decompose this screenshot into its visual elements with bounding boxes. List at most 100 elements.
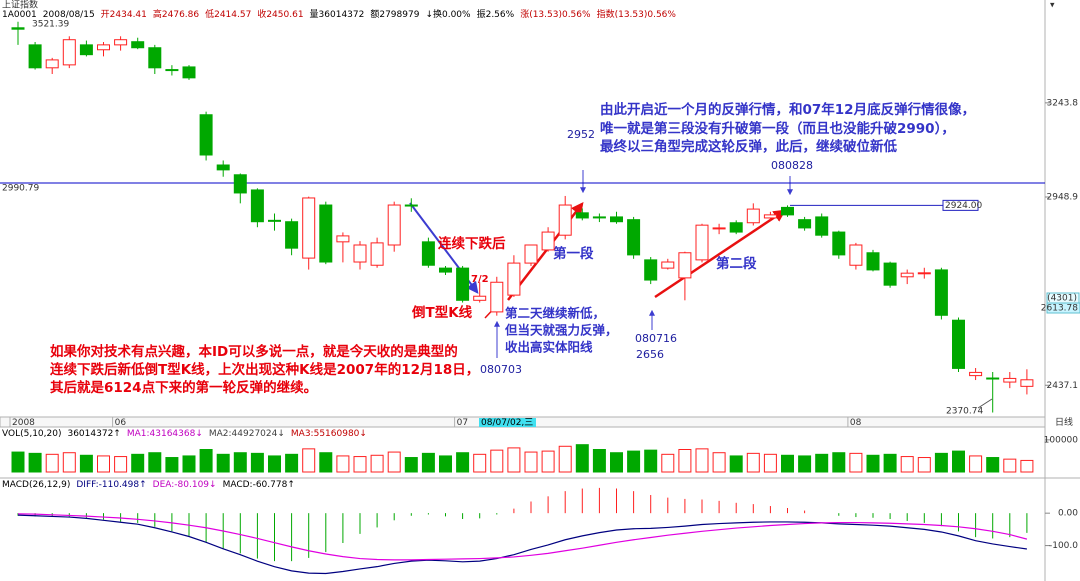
low-label: 2656 xyxy=(636,348,664,361)
annotation: 收出高实体阳线 xyxy=(505,340,593,355)
annotation: 第二天继续新低， xyxy=(505,306,605,321)
header-item: MA1:43164368↓ xyxy=(127,429,203,439)
candle-body xyxy=(114,39,128,46)
candle-body xyxy=(387,204,401,246)
volume-bar xyxy=(507,447,521,473)
panel-header: 1A0001 2008/08/15 开2434.41 高2476.86 低2414.57… xyxy=(2,8,676,20)
volume-bar xyxy=(695,448,709,473)
header-item: 额2798979 xyxy=(370,8,419,20)
cursor-date-box xyxy=(479,418,536,427)
header-item: DEA:-80.109↓ xyxy=(153,480,217,490)
commentary: 如果你对技术有点兴趣，本ID可以多说一点，就是今天收的是典型的 xyxy=(50,343,458,360)
candle-body xyxy=(900,272,914,278)
volume-bar xyxy=(268,455,281,473)
volume-bar xyxy=(849,452,863,473)
candle-body xyxy=(883,262,897,286)
high-label: 2924.00 xyxy=(945,201,982,211)
header-item: ↓换0.00% xyxy=(425,8,471,20)
x-tick-label: 06 xyxy=(115,418,127,428)
volume-bar xyxy=(302,448,316,473)
cursor-box xyxy=(1046,302,1080,314)
header-item: DIFF:-110.498↑ xyxy=(76,480,146,490)
header-item: MACD:-60.778↑ xyxy=(223,480,295,490)
header-item: 收2450.61 xyxy=(257,8,303,20)
macd-line xyxy=(17,513,1028,561)
candle-body xyxy=(404,204,418,207)
header-item: 量36014372 xyxy=(310,9,365,20)
y-tick-label: 2948.9 xyxy=(1047,192,1079,202)
annotation: 倒T型K线 xyxy=(411,304,473,321)
candle-body xyxy=(798,219,812,229)
candle-body xyxy=(165,69,179,72)
volume-bar xyxy=(439,455,452,473)
volume-bar xyxy=(627,450,641,473)
volume-bar xyxy=(336,455,350,473)
candle-body xyxy=(199,114,213,156)
volume-bar xyxy=(900,456,914,473)
header-item: MA3:55160980↓ xyxy=(291,429,367,439)
annotation: 但当天就强力反弹， xyxy=(504,323,618,338)
candle-body xyxy=(644,259,658,281)
commentary: 唯一就是第三段没有升破第一段（而且也没能升破2990）， xyxy=(600,120,955,137)
candle-body xyxy=(268,219,281,222)
x-tick-label: 07 xyxy=(457,418,468,428)
candle-body xyxy=(148,47,162,69)
y-tick-label: 0.00 xyxy=(1058,509,1078,519)
volume-bar xyxy=(387,451,401,473)
volume-bar xyxy=(28,452,42,473)
volume-bar xyxy=(216,453,230,473)
volume-bar xyxy=(883,453,897,473)
period-label: 日线 xyxy=(1055,416,1073,428)
candle-body xyxy=(439,267,452,273)
menu-icon[interactable]: ▾ xyxy=(1050,1,1055,11)
volume-bar xyxy=(165,457,179,473)
volume-bar xyxy=(592,449,606,473)
reference-label: 2990.79 xyxy=(2,184,39,194)
window-title: 上证指数 xyxy=(2,0,38,11)
commentary: 连续下跌后新低倒T型K线，上次出现这种K线是2007年的12月18日， xyxy=(50,361,479,378)
volume-bar xyxy=(815,453,829,473)
candle-body xyxy=(79,44,93,56)
volume-bar xyxy=(934,452,948,473)
volume-bar xyxy=(114,456,128,473)
low-label: 2370.74 xyxy=(946,407,983,417)
candle-body xyxy=(575,212,589,219)
volume-bar xyxy=(473,453,487,473)
candle-body xyxy=(319,204,333,263)
candle-body xyxy=(969,371,983,377)
volume-bar xyxy=(285,453,299,473)
candle-body xyxy=(456,267,470,301)
candle-body xyxy=(97,44,110,51)
date-label: 080716 xyxy=(635,332,677,345)
header-item: MA2:44927024↓ xyxy=(209,429,285,439)
candle-body xyxy=(832,231,846,256)
volume-bar xyxy=(199,449,213,473)
candle-body xyxy=(763,214,777,219)
macd-line xyxy=(17,514,1027,575)
volume-bar xyxy=(370,454,384,473)
candle-body xyxy=(421,241,435,266)
y-tick-label: 100000 xyxy=(1044,435,1079,445)
candle-body xyxy=(610,216,623,223)
date-label: 080828 xyxy=(771,159,813,172)
candle-body xyxy=(986,377,1000,380)
header-item: 36014372↑ xyxy=(67,429,120,439)
header-item: 高2476.86 xyxy=(153,8,199,20)
candle-body xyxy=(62,39,76,66)
volume-bar xyxy=(541,450,555,473)
low-leader xyxy=(977,398,993,409)
candle-body xyxy=(781,206,794,216)
header-item: 指数(13.53)0.56% xyxy=(597,8,677,20)
volume-bar xyxy=(952,450,965,473)
candle-body xyxy=(131,41,145,49)
candle-body xyxy=(11,27,25,30)
candle-body xyxy=(1003,377,1017,383)
candle-body xyxy=(524,244,538,264)
volume-bar xyxy=(1020,459,1034,473)
header-item: 1A0001 xyxy=(2,10,37,20)
header-item: 开2434.41 xyxy=(101,9,147,20)
volume-bar xyxy=(45,453,59,473)
candle-body xyxy=(250,189,264,223)
candle-body xyxy=(952,319,965,369)
